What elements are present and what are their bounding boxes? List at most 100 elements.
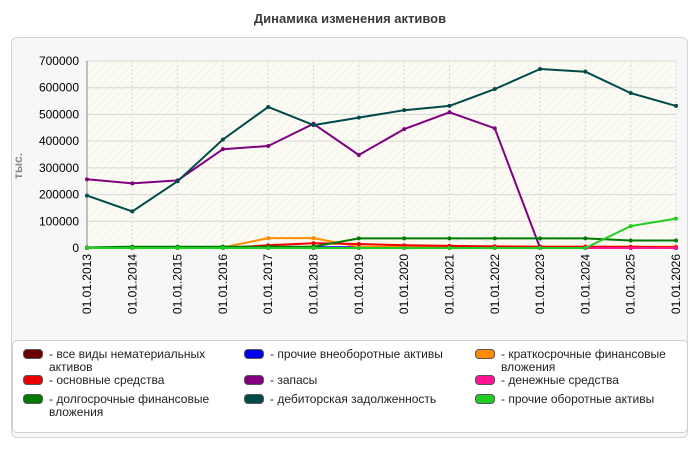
series-point bbox=[311, 241, 316, 246]
series-point bbox=[130, 209, 135, 214]
legend-label: - прочие оборотные активы bbox=[501, 392, 655, 406]
series-point bbox=[628, 224, 633, 229]
series-point bbox=[538, 246, 543, 250]
x-tick-label: 01.01.2019 bbox=[352, 254, 366, 314]
y-tick-label: 600000 bbox=[39, 81, 79, 95]
legend-label: - краткосрочные финансовые вложения bbox=[501, 347, 666, 374]
series-point bbox=[674, 103, 678, 108]
x-tick-label: 01.01.2016 bbox=[216, 254, 230, 314]
series-point bbox=[85, 246, 89, 250]
series-point bbox=[492, 236, 497, 241]
x-tick-label: 01.01.2015 bbox=[171, 254, 185, 314]
series-point bbox=[402, 246, 407, 250]
series-point bbox=[311, 123, 316, 128]
y-tick-label: 100000 bbox=[39, 214, 79, 228]
legend-label: - запасы bbox=[270, 373, 318, 387]
series-point bbox=[220, 137, 225, 142]
series-point bbox=[356, 241, 361, 246]
y-tick-label: 400000 bbox=[39, 134, 79, 148]
plot-area bbox=[87, 61, 676, 248]
y-tick-label: 0 bbox=[72, 241, 79, 255]
legend-label: - долгосрочные финансовые вложения bbox=[49, 392, 210, 419]
legend-label: - прочие внеоборотные активы bbox=[270, 347, 443, 361]
y-tick-label: 700000 bbox=[39, 54, 79, 68]
series-point bbox=[356, 246, 361, 250]
series-point bbox=[311, 246, 316, 250]
series-point bbox=[492, 87, 497, 92]
series-point bbox=[538, 236, 543, 241]
series-point bbox=[628, 246, 633, 250]
series-point bbox=[628, 238, 633, 243]
x-tick-label: 01.01.2014 bbox=[125, 254, 139, 314]
series-point bbox=[356, 153, 361, 158]
legend-swatch bbox=[244, 375, 264, 385]
series-point bbox=[628, 91, 633, 96]
series-point bbox=[583, 236, 588, 241]
y-tick-label: 300000 bbox=[39, 161, 79, 175]
legend-swatch bbox=[23, 349, 43, 359]
series-point bbox=[175, 246, 180, 250]
series-point bbox=[583, 246, 588, 250]
y-tick-labels: 0 100000 200000 300000 400000 500000 600000 700… bbox=[39, 54, 79, 255]
legend-label: - дебиторская задолженность bbox=[270, 392, 437, 406]
legend-label: - все виды нематериальных активов bbox=[49, 347, 206, 374]
x-tick-label: 01.01.2017 bbox=[261, 254, 275, 314]
series-point bbox=[447, 246, 452, 250]
y-tick-label: 500000 bbox=[39, 107, 79, 121]
x-tick-label: 01.01.2026 bbox=[669, 254, 683, 314]
series-point bbox=[266, 143, 271, 148]
series-point bbox=[492, 126, 497, 131]
legend-swatch bbox=[23, 394, 43, 404]
series-point bbox=[402, 127, 407, 132]
legend-swatch bbox=[475, 394, 495, 404]
series-point bbox=[220, 147, 225, 152]
series-point bbox=[402, 236, 407, 241]
series-point bbox=[447, 236, 452, 241]
series-point bbox=[674, 246, 678, 250]
x-tick-label: 01.01.2021 bbox=[442, 254, 456, 314]
chart-title: Динамика изменения активов bbox=[253, 11, 447, 26]
series-point bbox=[220, 246, 225, 250]
series-point bbox=[674, 238, 678, 243]
series-point bbox=[85, 177, 89, 182]
legend-label: - основные средства bbox=[49, 373, 165, 387]
series-group bbox=[85, 67, 678, 250]
series-line bbox=[86, 68, 677, 213]
x-tick-label: 01.01.2023 bbox=[533, 254, 547, 314]
series-point bbox=[266, 104, 271, 109]
series-point bbox=[266, 236, 271, 241]
series-point bbox=[402, 108, 407, 113]
series-point bbox=[266, 246, 271, 250]
x-tick-label: 01.01.2022 bbox=[488, 254, 502, 314]
legend-swatch bbox=[23, 375, 43, 385]
series-point bbox=[538, 67, 543, 72]
legend-swatch bbox=[244, 349, 264, 359]
series-point bbox=[492, 246, 497, 250]
x-tick-label: 01.01.2024 bbox=[578, 254, 592, 314]
series-point bbox=[356, 115, 361, 120]
series-point bbox=[447, 103, 452, 108]
series-point bbox=[175, 179, 180, 184]
series-point bbox=[583, 69, 588, 74]
x-tick-labels: 01.01.2013 01.01.2014 01.01.2015 01.01.2016… bbox=[80, 254, 683, 314]
series-point bbox=[311, 236, 316, 241]
legend-label: - денежные средства bbox=[501, 373, 619, 387]
y-tick-label: 200000 bbox=[39, 188, 79, 202]
series-point bbox=[130, 181, 135, 186]
series-line bbox=[86, 237, 676, 249]
series-point bbox=[130, 246, 135, 250]
chart-legend: - все виды нематериальных активов - прочи… bbox=[12, 340, 688, 433]
series-point bbox=[85, 193, 89, 198]
legend-swatch bbox=[244, 394, 264, 404]
series-line bbox=[87, 217, 677, 249]
legend-swatch bbox=[475, 349, 495, 359]
x-tick-label: 01.01.2013 bbox=[80, 254, 94, 314]
legend-swatch bbox=[475, 375, 495, 385]
series-point bbox=[356, 236, 361, 241]
series-point bbox=[447, 110, 452, 115]
y-axis-label: тыс. bbox=[11, 153, 25, 179]
x-tick-label: 01.01.2018 bbox=[307, 254, 321, 314]
x-tick-label: 01.01.2020 bbox=[397, 254, 411, 314]
x-tick-label: 01.01.2025 bbox=[624, 254, 638, 314]
